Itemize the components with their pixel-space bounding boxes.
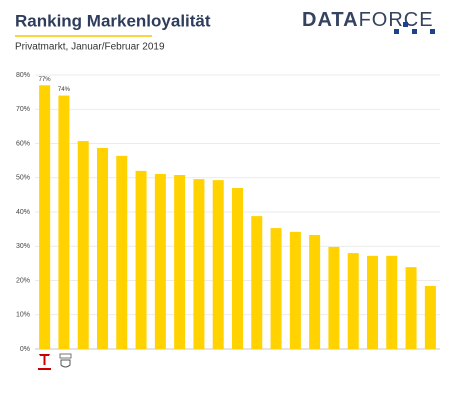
- y-tick-label: 30%: [16, 243, 30, 250]
- bar: [232, 188, 243, 349]
- bar: [328, 246, 340, 349]
- brand-logo: DATAFORCE: [302, 9, 434, 31]
- bar: [367, 255, 378, 349]
- value-label: 74%: [58, 87, 71, 93]
- bar: [386, 255, 398, 349]
- bar: [424, 285, 436, 349]
- bar: [309, 234, 321, 349]
- bar: [270, 228, 282, 349]
- bar: [212, 180, 224, 349]
- y-tick-label: 40%: [16, 209, 30, 216]
- y-tick-label: 0%: [20, 346, 30, 353]
- bar: [174, 175, 186, 349]
- bar: [289, 231, 301, 349]
- value-label: 77%: [39, 77, 52, 83]
- bar: [58, 95, 70, 349]
- bar: [39, 85, 51, 350]
- bar: [97, 147, 108, 349]
- brand-part: FORCE: [359, 9, 434, 31]
- bar: [251, 216, 263, 349]
- dacia-logo: [59, 353, 72, 368]
- brand-part: DATA: [302, 9, 359, 31]
- bar: [405, 267, 417, 349]
- y-tick-label: 70%: [16, 106, 30, 113]
- bar: [154, 173, 166, 349]
- bar: [116, 155, 128, 349]
- y-tick-label: 10%: [16, 312, 30, 319]
- bar: [193, 179, 205, 349]
- tesla-logo: [38, 354, 51, 370]
- chart-subtitle: Privatmarkt, Januar/Februar 2019: [15, 42, 165, 53]
- y-tick-label: 50%: [16, 175, 30, 182]
- y-tick-label: 60%: [16, 140, 30, 147]
- bar: [77, 141, 89, 349]
- chart-title: Ranking Markenloyalität: [15, 11, 211, 30]
- y-tick-label: 20%: [16, 277, 30, 284]
- brand-dots: [394, 22, 435, 34]
- bar: [347, 253, 359, 349]
- y-tick-label: 80%: [16, 72, 30, 79]
- bar: [135, 170, 147, 349]
